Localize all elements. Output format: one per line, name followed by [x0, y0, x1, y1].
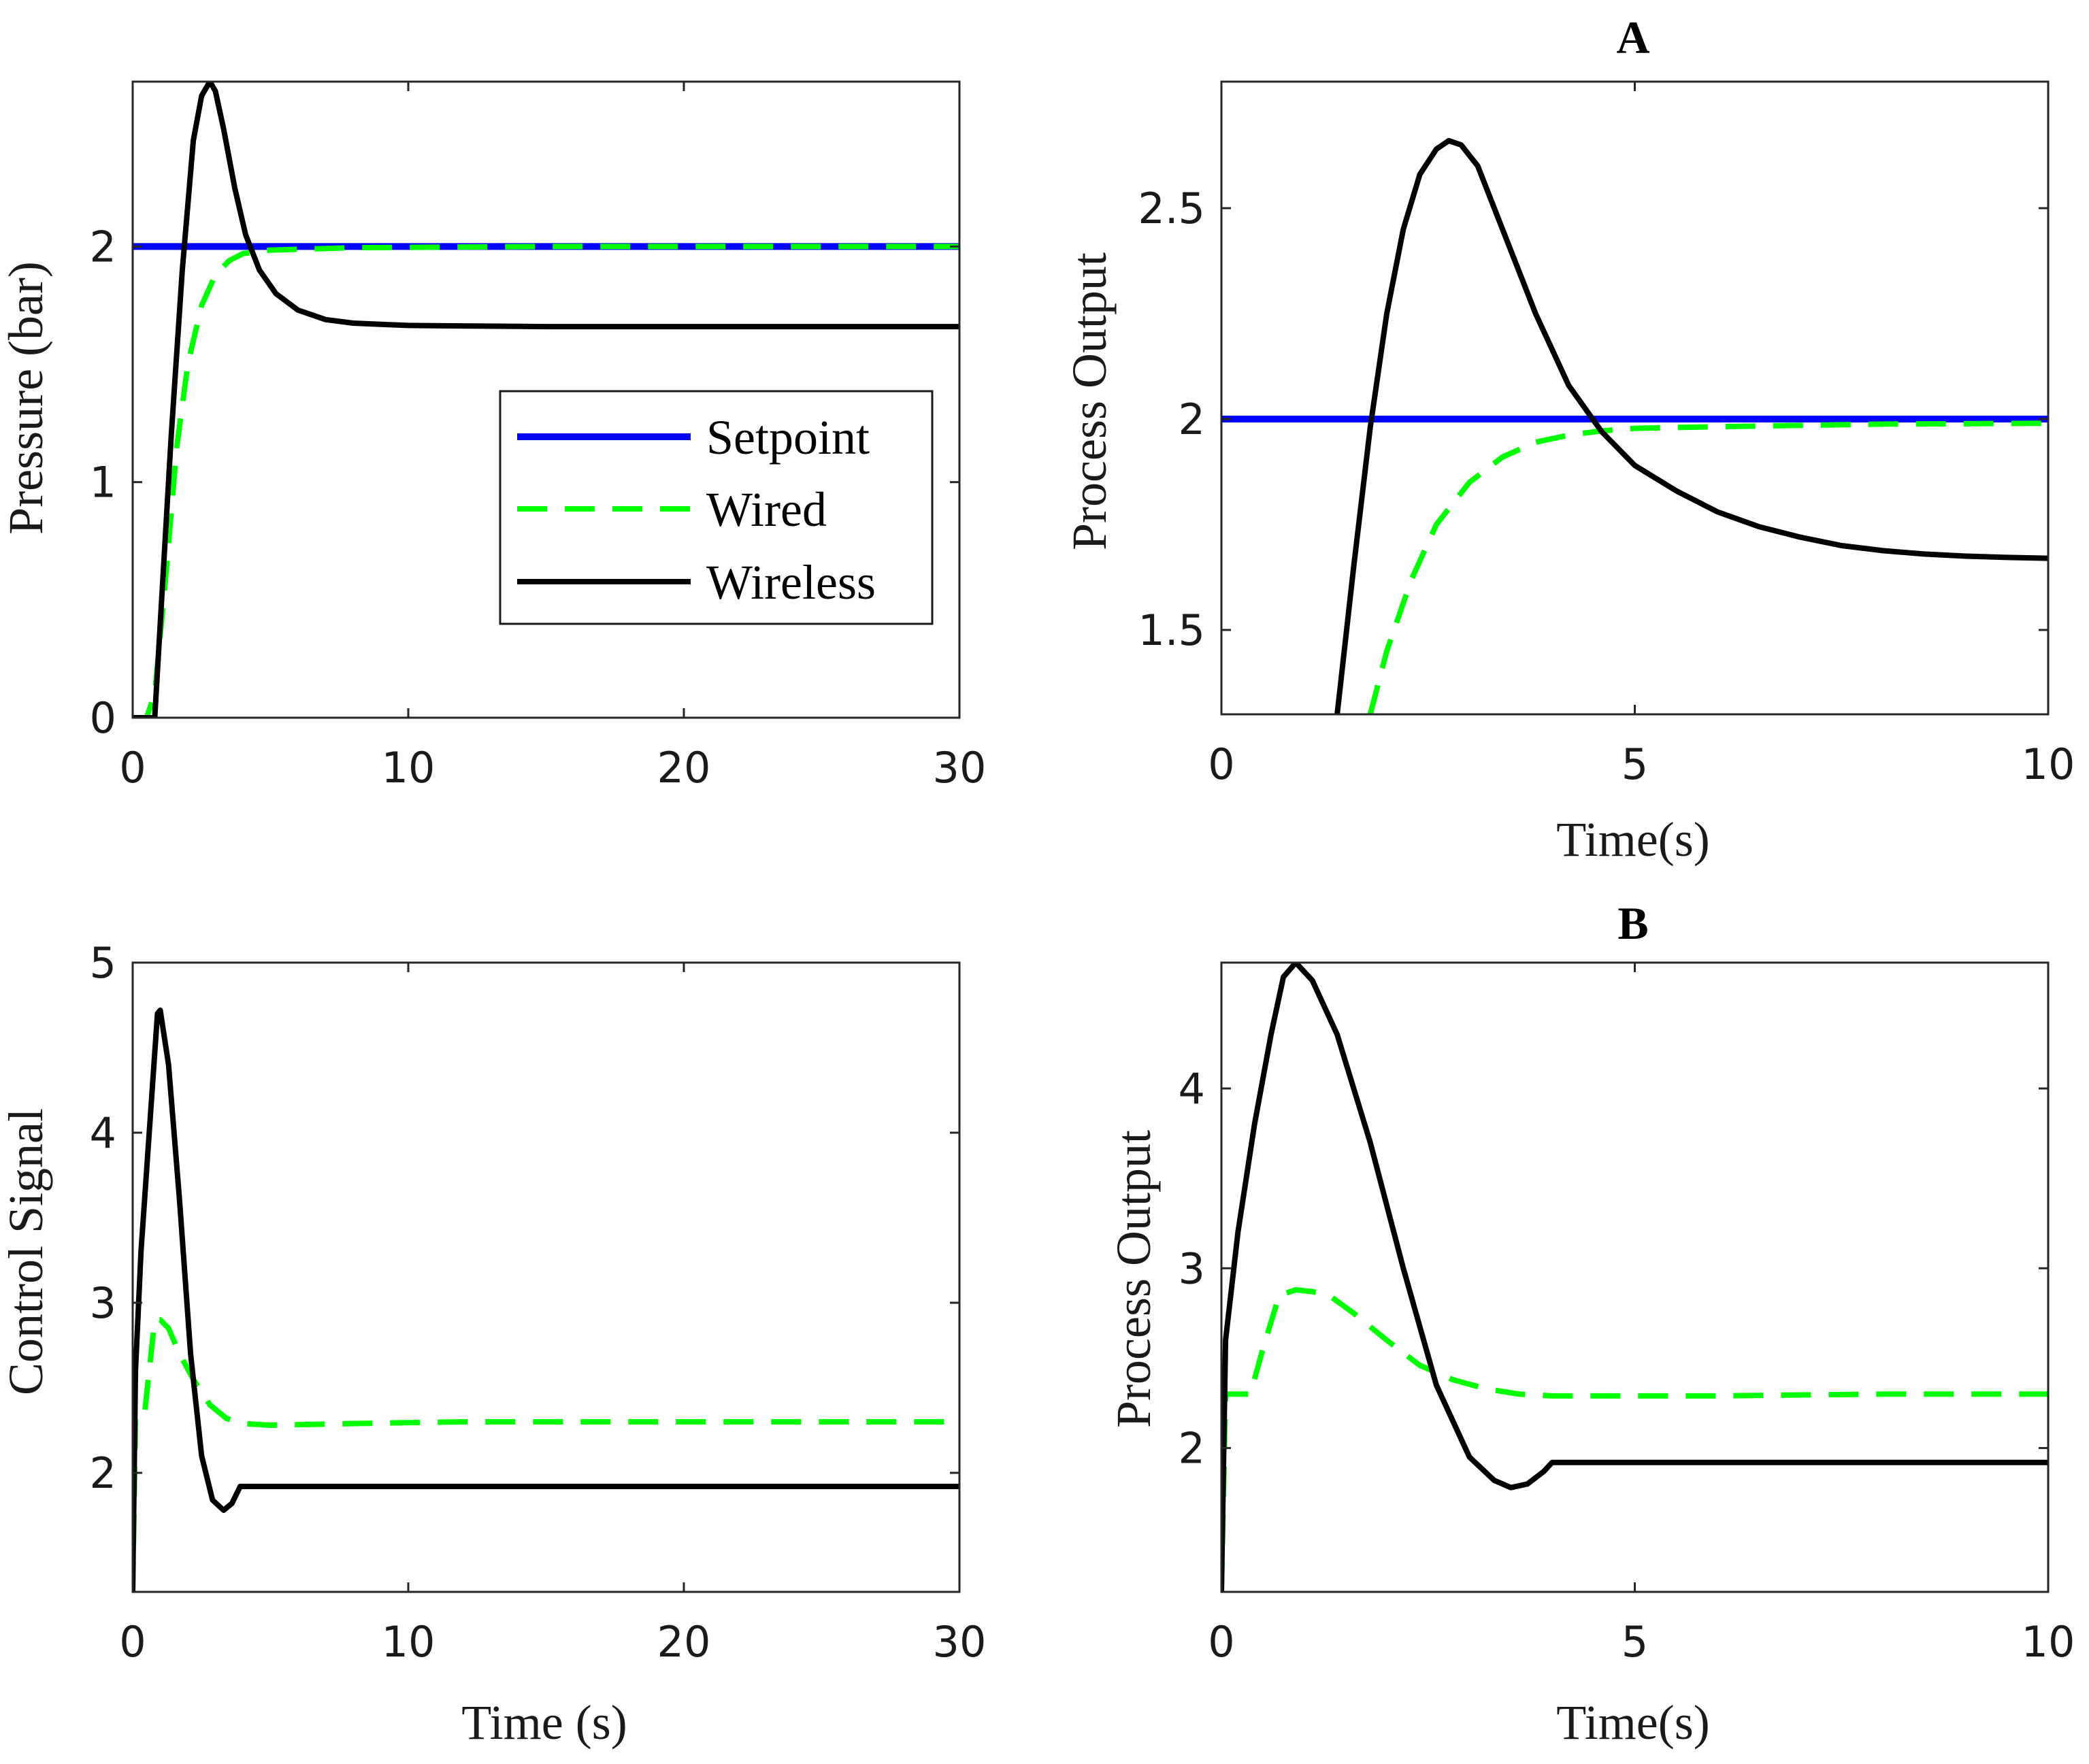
- x-tick-label-bl: 30: [933, 1617, 987, 1667]
- y-tick-label-tr: 2.5: [1138, 184, 1205, 233]
- xlabel-time-a: Time(s): [1556, 812, 1709, 867]
- panel-process-output-a: A Process Output Time(s) 0 5 10 1.5 2 2.5: [1062, 12, 2075, 867]
- series-line-wireless-bl: [133, 1008, 959, 1592]
- y-tick-label-br: 3: [1179, 1244, 1205, 1293]
- plot-area-bl: [133, 1008, 959, 1592]
- x-tick-label-tl: 30: [933, 743, 987, 793]
- series-line-wireless-br: [1221, 963, 2048, 1592]
- legend: Setpoint Wired Wireless: [499, 390, 934, 625]
- y-tick-label-tr: 1.5: [1138, 605, 1205, 655]
- panel-title-b: B: [1617, 897, 1648, 949]
- x-tick-label-tr: 5: [1622, 739, 1648, 789]
- y-tick-label-bl: 2: [90, 1448, 116, 1498]
- y-tick-label-bl: 5: [90, 938, 116, 988]
- y-tick-label-bl: 3: [90, 1278, 116, 1328]
- xlabel-time-control: Time (s): [461, 1695, 627, 1750]
- series-line-wireless-tr: [1334, 137, 2048, 714]
- plot-area-tl: [133, 82, 959, 718]
- plot-area-br: [1221, 963, 2048, 1592]
- panel-control-signal: Control Signal Time (s) 0 10 20 30 2 3 4 5: [0, 938, 986, 1750]
- plot-area-tr: [1221, 137, 2048, 714]
- y-tick-label-br: 4: [1179, 1064, 1205, 1114]
- x-tick-label-tl: 20: [657, 743, 711, 793]
- x-tick-label-br: 0: [1208, 1617, 1234, 1667]
- axes-frame-bl: [131, 961, 961, 1593]
- xlabel-time-b: Time(s): [1556, 1695, 1709, 1750]
- x-tick-label-br: 5: [1622, 1617, 1648, 1667]
- series-line-wired-bl: [133, 1317, 959, 1592]
- ylabel-process-output-a: Process Output: [1062, 252, 1117, 550]
- x-tick-label-tr: 0: [1208, 739, 1234, 789]
- series-line-wired-br: [1221, 1287, 2048, 1592]
- y-tick-label-bl: 4: [90, 1108, 116, 1158]
- y-tick-label-br: 2: [1179, 1424, 1205, 1474]
- series-line-wired-tr: [1367, 420, 2048, 714]
- panel-pressure: Pressure (bar) 0 10 20 30 0 1 2: [0, 80, 987, 793]
- x-tick-label-tl: 0: [119, 743, 146, 793]
- y-tick-label-tl: 1: [90, 458, 116, 507]
- legend-label-wired: Wired: [706, 482, 827, 537]
- panel-process-output-b: B Process Output Time(s) 0 5 10 2 3 4: [1106, 897, 2075, 1750]
- y-tick-label-tl: 0: [90, 693, 116, 743]
- x-tick-label-bl: 10: [382, 1617, 435, 1667]
- x-tick-label-bl: 20: [657, 1617, 711, 1667]
- y-tick-label-tr: 2: [1179, 395, 1205, 444]
- x-tick-label-tr: 10: [2022, 739, 2075, 789]
- x-tick-label-tl: 10: [382, 743, 435, 793]
- axes-frame-tl: [131, 80, 961, 719]
- series-line-wireless-tl: [133, 82, 959, 718]
- legend-label-wireless: Wireless: [706, 555, 876, 610]
- y-tick-label-tl: 2: [90, 222, 116, 271]
- ylabel-pressure: Pressure (bar): [0, 261, 53, 535]
- x-tick-label-br: 10: [2022, 1617, 2075, 1667]
- ylabel-control-signal: Control Signal: [0, 1108, 53, 1395]
- x-tick-label-bl: 0: [119, 1617, 146, 1667]
- panel-title-a: A: [1616, 12, 1649, 63]
- legend-label-setpoint: Setpoint: [706, 410, 870, 465]
- ylabel-process-output-b: Process Output: [1106, 1130, 1161, 1428]
